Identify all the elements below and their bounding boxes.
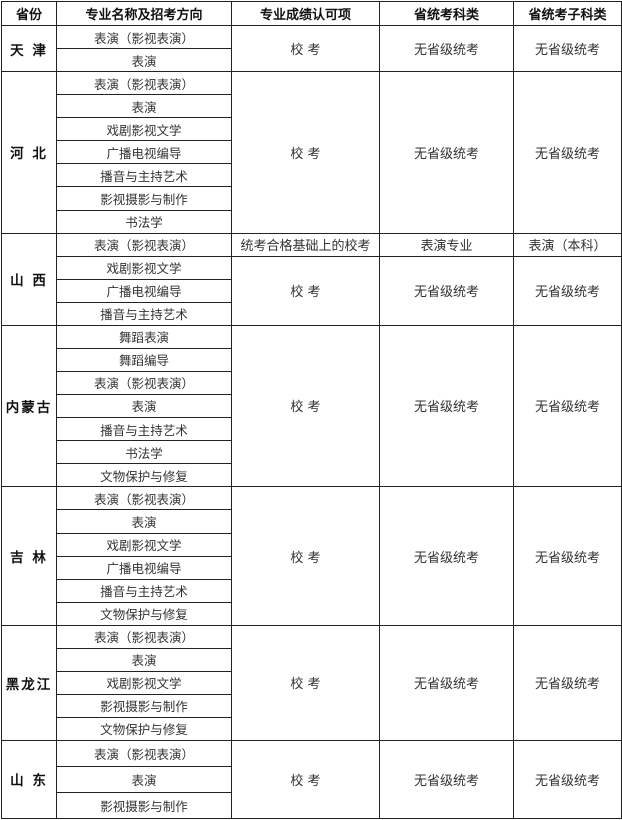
table-row: 黑龙江 表演（影视表演）校 考无省级统考 无省级统考 [1,624,622,741]
major-cell: 戏剧影视文学 [56,670,232,695]
major-cell: 文物保护与修复 [56,716,232,741]
header-province: 省份 [1,1,57,26]
major-cell: 表演（影视表演） [56,25,232,49]
table-body: 天 津表演（影视表演）校 考无省级统考 无省级统考 表演河 北表演（影视表演）校 考… [1,25,622,819]
province-cell: 内蒙古 [1,324,57,488]
recognition-cell: 校 考 [231,624,380,741]
table-row: 戏剧影视文学校 考无省级统考 无省级统考 [2,255,622,326]
exam-subcategory-cell: 表演（本科） [513,232,622,257]
major-cell: 播音与主持艺术 [56,301,232,326]
major-cell: 广播电视编导 [56,555,232,580]
major-cell: 表演（影视表演） [56,70,232,96]
table-row: 影视摄影与制作 [2,186,622,211]
major-cell: 书法学 [56,209,232,234]
major-cell: 影视摄影与制作 [56,186,232,211]
table-row: 表演（影视表演） [2,370,622,395]
recognition-cell: 校 考 [231,25,380,72]
province-cell: 河 北 [1,71,57,234]
major-cell: 戏剧影视文学 [56,117,232,142]
exam-category-cell: 无省级统考 [379,624,514,741]
major-cell: 表演 [56,509,232,534]
province-cell: 黑龙江 [1,624,57,741]
header-row: 省份 专业名称及招考方向 专业成绩认可项 省统考科类 省统考子科类 [1,1,622,26]
major-cell: 影视摄影与制作 [56,791,232,819]
major-cell: 舞蹈表演 [56,324,232,349]
major-cell: 表演 [56,393,232,419]
table-row: 书法学 [2,440,622,465]
major-cell: 表演（影视表演） [56,624,232,649]
table-row: 文物保护与修复 [2,601,622,626]
exam-subcategory-cell: 无省级统考 [513,255,622,326]
exam-category-cell: 无省级统考 [379,255,514,326]
table-row: 文物保护与修复 [2,716,622,741]
major-cell: 影视摄影与制作 [56,693,232,718]
table-row: 表演 [2,647,622,672]
province-cell: 吉 林 [1,486,57,626]
major-cell: 戏剧影视文学 [56,532,232,557]
table-row: 表演 [2,48,622,72]
major-cell: 舞蹈编导 [56,347,232,372]
major-cell: 表演 [56,765,232,793]
table-row: 河 北表演（影视表演）校 考无省级统考 无省级统考 [1,70,622,234]
exam-subcategory-cell: 无省级统考 [513,71,622,234]
table-row: 影视摄影与制作 [2,791,622,819]
table-row: 戏剧影视文学 [2,532,622,557]
table-row: 山 东表演（影视表演）校 考无省级统考 无省级统考 [1,739,622,819]
recognition-cell: 校 考 [231,486,380,626]
major-cell: 表演（影视表演） [56,486,232,511]
major-cell: 广播电视编导 [56,140,232,165]
table-row: 表演 [2,393,622,419]
major-cell: 表演（影视表演） [56,232,232,257]
exam-category-cell: 无省级统考 [379,739,514,819]
province-cell: 山 西 [1,232,57,326]
exam-subcategory-cell: 无省级统考 [513,624,622,741]
major-cell: 表演（影视表演） [56,370,232,395]
table-row: 广播电视编导 [2,140,622,165]
header-exam-category: 省统考科类 [379,1,514,26]
recognition-cell: 校 考 [231,255,380,326]
table-row: 表演 [2,94,622,119]
major-cell: 播音与主持艺术 [56,578,232,603]
table-row: 广播电视编导 [2,278,622,303]
table-row: 播音与主持艺术 [2,417,622,442]
exam-subcategory-cell: 无省级统考 [513,324,622,488]
major-cell: 戏剧影视文学 [56,255,232,280]
recognition-cell: 校 考 [231,324,380,488]
header-recognition: 专业成绩认可项 [231,1,380,26]
table-row: 山 西表演（影视表演） 统考合格基础上的校考 表演专业 表演（本科） [1,232,622,326]
exam-subcategory-cell: 无省级统考 [513,486,622,626]
table-row: 吉 林表演（影视表演）校 考无省级统考 无省级统考 [1,486,622,626]
province-cell: 天 津 [1,25,57,72]
exam-category-cell: 表演专业 [379,232,514,257]
table-row: 文物保护与修复 [2,463,622,488]
recognition-cell: 校 考 [231,71,380,234]
header-major: 专业名称及招考方向 [56,1,232,26]
exam-category-cell: 无省级统考 [379,25,514,72]
header-exam-subcategory: 省统考子科类 [513,1,622,26]
table-row: 天 津表演（影视表演）校 考无省级统考 无省级统考 [1,25,622,72]
province-cell: 山 东 [1,739,57,819]
major-cell: 表演（影视表演） [56,739,232,767]
exam-category-cell: 无省级统考 [379,324,514,488]
exam-subcategory-cell: 无省级统考 [513,739,622,819]
major-cell: 文物保护与修复 [56,601,232,626]
exam-category-cell: 无省级统考 [379,71,514,234]
major-cell: 播音与主持艺术 [56,163,232,188]
major-cell: 表演 [56,48,232,72]
major-cell: 播音与主持艺术 [56,417,232,442]
major-cell: 文物保护与修复 [56,463,232,488]
table-row: 舞蹈编导 [2,347,622,372]
recognition-cell: 统考合格基础上的校考 [231,232,380,257]
table-row: 播音与主持艺术 [2,301,622,326]
major-cell: 广播电视编导 [56,278,232,303]
exam-category-cell: 无省级统考 [379,486,514,626]
recognition-cell: 校 考 [231,739,380,819]
table-row: 书法学 [2,209,622,234]
table-row: 内蒙古 舞蹈表演校 考无省级统考 无省级统考 [1,324,622,488]
major-cell: 表演 [56,647,232,672]
major-cell: 表演 [56,94,232,119]
exam-subcategory-cell: 无省级统考 [513,25,622,72]
major-cell: 书法学 [56,440,232,465]
